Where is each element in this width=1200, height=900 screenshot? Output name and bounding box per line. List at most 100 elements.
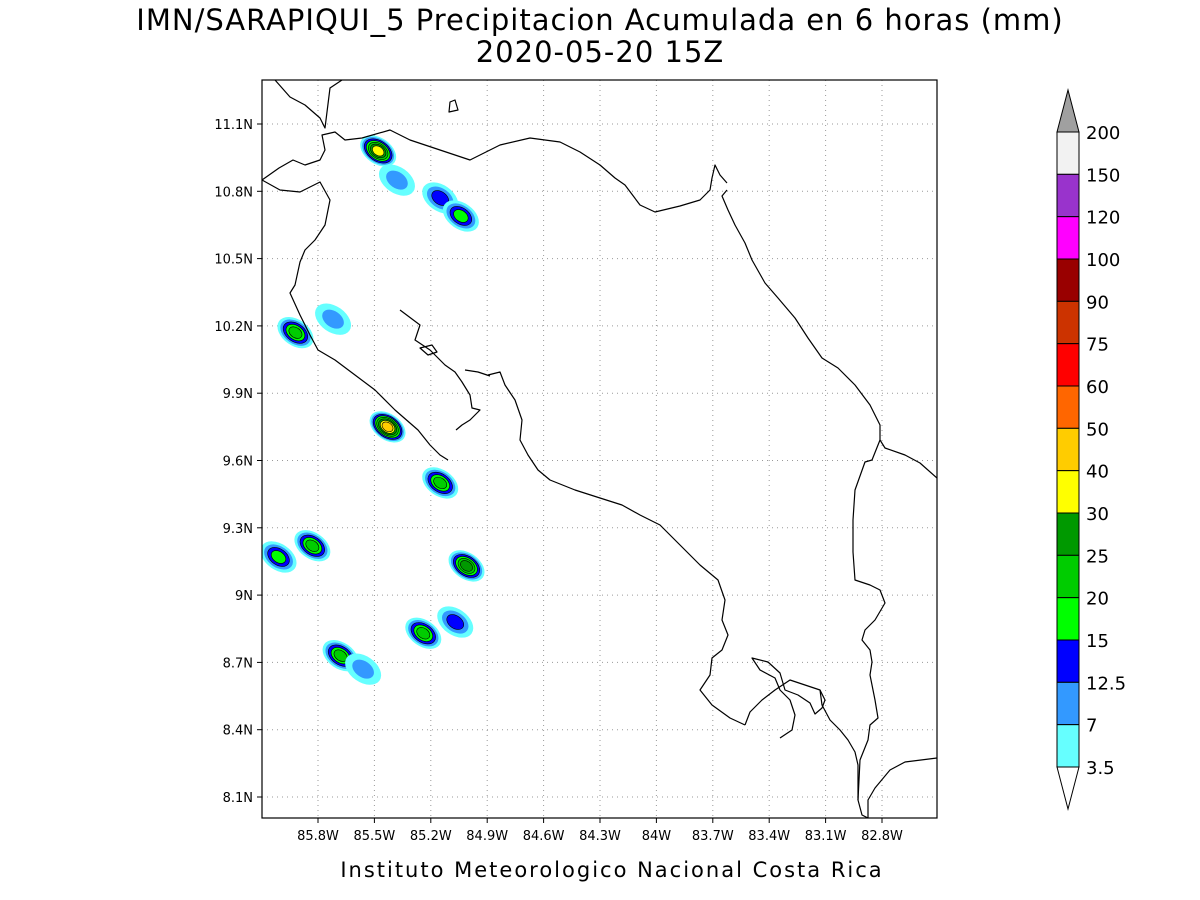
- nicoya-gulf-west: [464, 369, 491, 377]
- colorbar-label: 20: [1086, 589, 1109, 610]
- precip-cell: [405, 617, 442, 649]
- precip-cell: [360, 135, 397, 167]
- precip-contour-25: [460, 560, 473, 572]
- lat-tick-label: 9.6N: [223, 455, 253, 470]
- gulf-inner-coast: [487, 371, 746, 726]
- nicoya-gulf-coast: [399, 309, 481, 431]
- colorbar-label: 100: [1086, 250, 1120, 271]
- precip-cell: [345, 653, 382, 685]
- colorbar-swatch: [1056, 173, 1080, 218]
- lon-tick-label: 84.6W: [523, 829, 565, 844]
- precip-contour-7: [386, 170, 408, 190]
- colorbar-label: 150: [1086, 165, 1120, 186]
- lat-tick-label: 10.2N: [214, 320, 253, 335]
- precip-contour-30: [372, 145, 385, 157]
- lon-tick-label: 84.3W: [579, 829, 621, 844]
- axis-ticks: 11.1N 10.8N 10.5N 10.2N 9.9N 9.6N 9.3N 9N 8.7N 8.…: [214, 118, 903, 844]
- coastline-layer: [262, 80, 937, 818]
- lon-tick-label: 84W: [642, 829, 672, 844]
- precip-cell: [315, 303, 352, 335]
- lat-tick-label: 11.1N: [214, 118, 253, 133]
- colorbar-swatch: [1056, 258, 1080, 302]
- lon-tick-label: 85.8W: [297, 829, 339, 844]
- colorbar-label: 90: [1086, 292, 1109, 313]
- colorbar-swatch: [1056, 131, 1080, 175]
- small-island-1: [448, 99, 459, 113]
- precip-contour-40: [381, 421, 394, 433]
- colorbar: 3.5 7 12.5 15 20 25 30 40 50 60 75 90 100 120 150 200: [1056, 88, 1126, 811]
- pacific-coast: [262, 179, 449, 461]
- southern-pacific-coast: [819, 689, 859, 800]
- map-title-line1: IMN/SARAPIQUI_5 Precipitacion Acumulada …: [136, 3, 1063, 37]
- caribbean-coast: [721, 189, 937, 479]
- lon-tick-label: 83.1W: [805, 829, 847, 844]
- panama-border: [852, 439, 937, 818]
- lon-tick-label: 84.9W: [466, 829, 508, 844]
- colorbar-label: 30: [1086, 504, 1109, 525]
- colorbar-swatch: [1056, 554, 1080, 599]
- precip-contour-7: [322, 309, 344, 329]
- precip-contour-7: [352, 659, 374, 679]
- colorbar-swatch: [1056, 343, 1080, 387]
- precip-contour-12_5: [446, 614, 465, 630]
- colorbar-label: 200: [1086, 123, 1120, 144]
- osa-peninsula-coast: [744, 657, 826, 739]
- colorbar-swatch: [1056, 597, 1080, 641]
- lat-tick-label: 10.5N: [214, 253, 253, 268]
- precip-contour-15: [453, 209, 469, 223]
- nicaragua-lake-shore: [274, 80, 343, 129]
- small-island-2: [419, 344, 438, 356]
- precip-cell: [369, 411, 406, 443]
- lat-tick-label: 8.7N: [223, 656, 253, 671]
- lon-tick-label: 85.5W: [353, 829, 395, 844]
- lat-tick-label: 8.1N: [223, 791, 253, 806]
- colorbar-label: 3.5: [1086, 758, 1115, 779]
- lat-tick-label: 9N: [235, 589, 253, 604]
- colorbar-swatch: [1056, 385, 1080, 429]
- colorbar-swatch: [1056, 300, 1080, 345]
- colorbar-swatch: [1056, 512, 1080, 556]
- colorbar-label: 15: [1086, 631, 1109, 652]
- footer-credit: Instituto Meteorologico Nacional Costa R…: [340, 858, 883, 882]
- precip-contour-15: [270, 550, 287, 564]
- colorbar-label: 50: [1086, 419, 1109, 440]
- precip-cell: [422, 467, 459, 499]
- precip-cell: [262, 541, 297, 573]
- colorbar-label: 60: [1086, 377, 1109, 398]
- colorbar-swatch: [1056, 724, 1080, 768]
- map-title-line2: 2020-05-20 15Z: [476, 35, 725, 69]
- precip-cell: [437, 606, 474, 638]
- colorbar-label: 40: [1086, 462, 1109, 483]
- lat-tick-label: 9.3N: [223, 522, 253, 537]
- lon-tick-label: 82.8W: [861, 829, 903, 844]
- colorbar-swatch: [1056, 681, 1080, 726]
- colorbar-label: 25: [1086, 546, 1109, 567]
- lon-tick-label: 85.2W: [410, 829, 452, 844]
- precip-contour-20: [416, 627, 431, 640]
- colorbar-swatch: [1056, 216, 1080, 260]
- nicaragua-costa-rica-border: [262, 129, 728, 213]
- precip-cell: [378, 164, 415, 196]
- colorbar-label: 120: [1086, 208, 1120, 229]
- precip-cell: [448, 550, 485, 582]
- colorbar-swatch: [1056, 470, 1080, 514]
- precip-contour-20: [433, 476, 448, 490]
- precipitation-layer: [262, 135, 485, 685]
- lat-tick-label: 8.4N: [223, 724, 253, 739]
- colorbar-swatch: [1056, 427, 1080, 472]
- precip-cell: [294, 530, 331, 562]
- colorbar-bottom-triangle: [1056, 766, 1080, 811]
- precip-contour-20: [288, 326, 303, 339]
- colorbar-label: 7: [1086, 716, 1097, 737]
- lat-tick-label: 10.8N: [214, 185, 253, 200]
- lon-tick-label: 83.7W: [692, 829, 734, 844]
- lat-tick-label: 9.9N: [223, 387, 253, 402]
- colorbar-label: 12.5: [1086, 673, 1126, 694]
- lon-tick-label: 83.4W: [748, 829, 790, 844]
- colorbar-swatch: [1056, 639, 1080, 683]
- colorbar-top-triangle: [1056, 88, 1080, 133]
- precip-contour-20: [305, 539, 320, 552]
- precip-cell: [442, 200, 479, 232]
- colorbar-label: 75: [1086, 335, 1109, 356]
